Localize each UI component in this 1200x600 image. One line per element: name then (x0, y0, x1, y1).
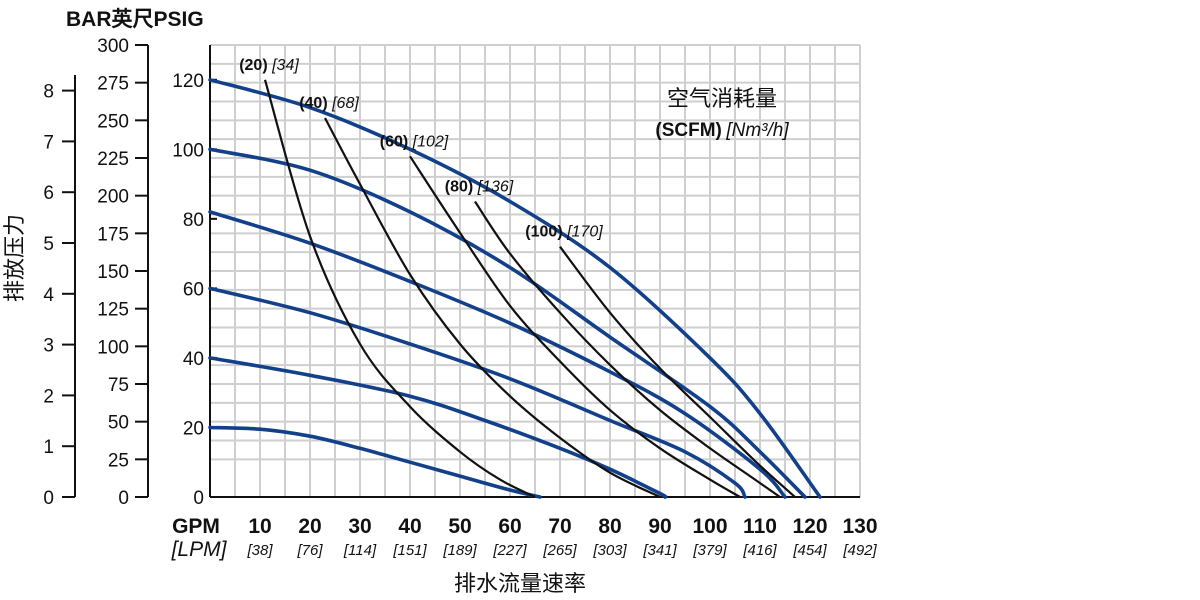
air-label-scfm: (80) (445, 178, 478, 195)
air-curve-2 (324, 117, 661, 498)
bar-axis: 0 1 2 3 4 5 6 7 8 (43, 82, 75, 509)
x-unit-lpm: [LPM] (171, 538, 228, 561)
feet-tick-label: 200 (97, 187, 129, 208)
pressure-curves (208, 78, 822, 499)
psig-tick-label: 0 (193, 488, 204, 509)
x-tick-label: 90 (648, 515, 671, 538)
bar-tick-label: 7 (43, 132, 54, 153)
air-curve-1 (263, 79, 536, 498)
air-label-scfm: (20) (239, 57, 272, 74)
x-tick-label: 120 (792, 515, 827, 538)
air-curve-4 (474, 200, 781, 498)
grid (209, 44, 861, 497)
x-tick-label-lpm: [38] (246, 542, 273, 559)
legend-title: 空气消耗量 (667, 87, 777, 112)
x-tick-label-lpm: [114] (343, 542, 377, 559)
x-tick-label-lpm: [341] (642, 542, 677, 559)
pressure-curve-3 (208, 286, 747, 499)
legend-units: (SCFM) [Nm³/h] (655, 120, 789, 141)
x-tick-label: 10 (248, 515, 271, 538)
y-axis-title: 排放压力 (3, 214, 28, 302)
air-curve-label: (20) [34] (239, 57, 299, 74)
feet-tick-label: 125 (97, 300, 129, 321)
bar-tick-label: 8 (43, 82, 54, 103)
pressure-curve-2 (208, 356, 668, 499)
x-tick-label-lpm: [379] (692, 542, 727, 559)
air-curve-3 (409, 155, 741, 498)
air-label-scfm: (40) (299, 95, 332, 112)
air-label-scfm: (100) (525, 224, 567, 241)
x-unit-gpm: GPM (172, 515, 220, 538)
pressure-curve-4 (208, 210, 787, 499)
bar-tick-label: 4 (43, 285, 54, 306)
x-tick-label-lpm: [454] (792, 542, 827, 559)
air-curve-label: (100) [170] (525, 224, 603, 241)
feet-tick-label: 150 (97, 262, 129, 283)
psig-tick-label: 20 (183, 418, 204, 439)
x-tick-label: 80 (598, 515, 621, 538)
psig-tick-label: 60 (183, 279, 204, 300)
x-axis: 10 [38] 20 [76] 30 [114] 40 [151] 50 [189] 60 [227]… (246, 515, 877, 559)
x-tick-label-lpm: [151] (392, 542, 427, 559)
bar-tick-label: 1 (43, 437, 54, 458)
x-tick-label: 130 (842, 515, 877, 538)
air-label-nm3h: [34] (271, 57, 299, 74)
air-label-nm3h: [136] (477, 178, 514, 195)
feet-tick-label: 175 (97, 224, 129, 245)
x-tick-label-lpm: [303] (592, 542, 627, 559)
air-curve-label: (80) [136] (445, 178, 514, 195)
air-label-nm3h: [102] (412, 133, 449, 150)
x-tick-label-lpm: [265] (542, 542, 577, 559)
feet-axis: 0 25 50 75 100 125 150 175 200 225 250 275 300 (97, 36, 148, 509)
x-tick-label: 70 (548, 515, 571, 538)
air-curve-5 (559, 246, 796, 498)
feet-tick-label: 225 (97, 149, 129, 170)
feet-tick-label: 300 (97, 36, 129, 57)
feet-tick-label: 100 (97, 337, 129, 358)
air-label-nm3h: [170] (566, 224, 603, 241)
x-tick-label-lpm: [189] (442, 542, 477, 559)
bar-tick-label: 5 (43, 234, 54, 255)
psig-tick-label: 80 (183, 210, 204, 231)
x-tick-label: 60 (498, 515, 521, 538)
bar-tick-label: 0 (43, 488, 54, 509)
psig-tick-label: 40 (183, 349, 204, 370)
bar-tick-label: 3 (43, 336, 54, 357)
air-curve-label: (40) [68] (299, 95, 359, 112)
x-tick-label-lpm: [416] (742, 542, 777, 559)
legend-units-scfm: (SCFM) (655, 120, 721, 141)
psig-tick-label: 120 (172, 71, 204, 92)
chart-title: BAR英尺PSIG (66, 8, 204, 31)
feet-tick-label: 250 (97, 111, 129, 132)
feet-tick-label: 275 (97, 74, 129, 95)
pressure-curve-5 (208, 147, 807, 499)
bar-tick-label: 2 (43, 386, 54, 407)
air-label-scfm: (60) (380, 133, 413, 150)
x-tick-label: 100 (692, 515, 727, 538)
x-tick-label-lpm: [492] (842, 542, 877, 559)
pressure-curve-1 (208, 425, 542, 499)
feet-tick-label: 50 (108, 413, 129, 434)
pressure-curve-6 (208, 78, 822, 499)
x-tick-label: 50 (448, 515, 471, 538)
feet-tick-label: 75 (108, 375, 129, 396)
x-tick-label-lpm: [227] (492, 542, 527, 559)
psig-tick-label: 100 (172, 140, 204, 161)
air-consumption-labels: (20) [34] (40) [68] (60) [102] (80) [136] (1… (239, 57, 603, 241)
x-tick-label-lpm: [76] (296, 542, 323, 559)
air-label-nm3h: [68] (331, 95, 359, 112)
x-tick-label: 30 (348, 515, 371, 538)
air-consumption-curves (263, 79, 796, 498)
feet-tick-label: 0 (118, 488, 129, 509)
legend-units-nm3h: [Nm³/h] (725, 120, 789, 141)
x-tick-label: 40 (398, 515, 421, 538)
bar-tick-label: 6 (43, 183, 54, 204)
x-axis-title: 排水流量速率 (454, 572, 586, 597)
feet-tick-label: 25 (108, 450, 129, 471)
air-curve-label: (60) [102] (380, 133, 449, 150)
x-tick-label: 20 (298, 515, 321, 538)
x-tick-label: 110 (743, 515, 777, 538)
